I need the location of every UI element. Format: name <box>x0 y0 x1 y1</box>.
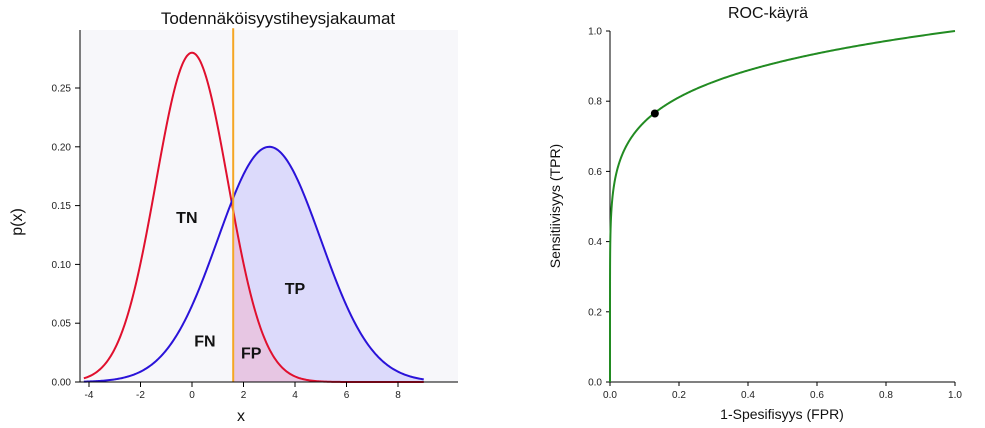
positive-class-curve <box>83 145 424 383</box>
roc-y-tick-label: 0.8 <box>588 97 602 108</box>
pdf-x-tick-label: 2 <box>241 390 247 401</box>
roc-chart-title: ROC-käyrä <box>728 5 808 22</box>
region-label-fn: FN <box>194 334 215 351</box>
roc-y-tick-label: 0.4 <box>588 237 602 248</box>
roc-y-tick-label: 0.0 <box>588 378 602 389</box>
roc-x-tick-label: 0.2 <box>672 390 686 401</box>
pdf-y-tick-label: 0.10 <box>52 260 72 271</box>
pdf-x-tick-label: 0 <box>189 390 195 401</box>
pdf-y-tick-label: 0.05 <box>52 319 72 330</box>
pdf-regions: TN FN FP TP <box>176 210 305 362</box>
region-label-tp: TP <box>285 281 306 298</box>
roc-x-tick-label: 0.4 <box>741 390 755 401</box>
roc-y-tick-label: 1.0 <box>588 27 602 38</box>
roc-curve-group <box>609 30 956 382</box>
roc-x-axis-title: 1-Spesifisyys (FPR) <box>720 406 844 422</box>
pdf-chart-title: Todennäköisyystiheysjakaumat <box>161 9 396 28</box>
pdf-x-tick-label: 6 <box>344 390 350 401</box>
pdf-ticks: -4 -2 0 2 4 6 8 0.00 0.05 0.10 0.15 0.20 0.25 <box>52 84 402 402</box>
pdf-x-tick-label: 8 <box>395 390 401 401</box>
roc-ticks: 0.0 0.2 0.4 0.6 0.8 1.0 0.0 0.2 0.4 0.6 0.8 1.0 <box>588 27 962 402</box>
pdf-y-tick-label: 0.00 <box>52 378 72 389</box>
region-label-fp: FP <box>241 345 262 362</box>
region-label-tn: TN <box>176 210 197 227</box>
pdf-y-tick-label: 0.25 <box>52 84 72 95</box>
pdf-fills <box>233 146 424 382</box>
roc-y-axis-title: Sensitiivisyys (TPR) <box>547 144 563 268</box>
operating-point <box>650 109 659 118</box>
tp-area <box>233 146 424 382</box>
roc-y-tick-label: 0.6 <box>588 167 602 178</box>
pdf-x-tick-label: -2 <box>136 390 145 401</box>
pdf-y-axis-title: p(x) <box>9 208 26 236</box>
pdf-x-axis-title: x <box>237 408 245 425</box>
roc-x-tick-label: 0.6 <box>810 390 824 401</box>
roc-axes <box>609 31 955 383</box>
pdf-chart: -4 -2 0 2 4 6 8 0.00 0.05 0.10 0.15 0.20 0.25 TN FN FP… <box>9 9 458 425</box>
pdf-x-tick-label: 4 <box>292 390 298 401</box>
pdf-x-tick-label: -4 <box>85 390 94 401</box>
roc-chart: 0.0 0.2 0.4 0.6 0.8 1.0 0.0 0.2 0.4 0.6 0.8 1.0 ROC… <box>547 5 962 422</box>
roc-x-tick-label: 1.0 <box>948 390 962 401</box>
pdf-y-tick-label: 0.20 <box>52 142 72 153</box>
fp-area <box>233 210 424 382</box>
pdf-y-tick-label: 0.15 <box>52 201 72 212</box>
roc-x-tick-label: 0.8 <box>879 390 893 401</box>
roc-x-tick-label: 0.0 <box>603 390 617 401</box>
roc-y-tick-label: 0.2 <box>588 307 602 318</box>
roc-curve-line <box>609 30 956 382</box>
